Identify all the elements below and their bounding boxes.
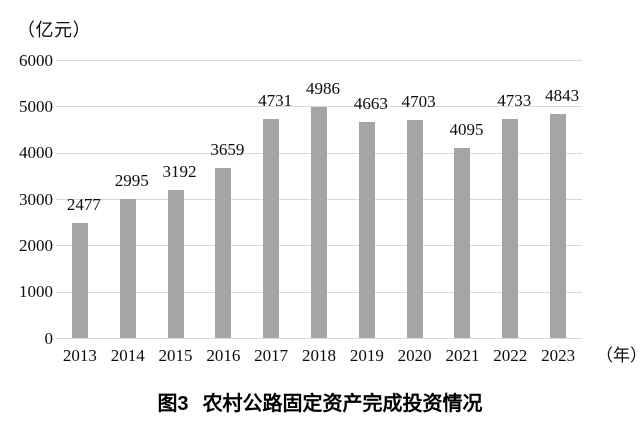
figure-caption: 图3 农村公路固定资产完成投资情况 (0, 387, 640, 416)
bar-value-label-2020: 4703 (401, 92, 436, 112)
bar-value-label-2023: 4843 (545, 85, 580, 105)
bar-2020 (406, 120, 423, 338)
x-tick-label-2018: 2018 (302, 346, 336, 365)
x-tick-label-2021: 2021 (445, 346, 480, 365)
bar-value-label-2018: 4986 (306, 78, 340, 98)
x-tick-label-2023: 2023 (541, 346, 576, 365)
gridline-0 (56, 338, 582, 339)
x-tick-label-2015: 2015 (158, 346, 193, 365)
gridline-6000 (56, 60, 582, 61)
x-tick-label-2013: 2013 (62, 346, 97, 365)
x-tick-label-2017: 2017 (254, 346, 289, 365)
bar-value-label-2021: 4095 (449, 120, 484, 140)
gridline-5000 (56, 106, 582, 108)
bar-value-label-2022: 4733 (497, 90, 532, 110)
y-tick-label-6000: 6000 (19, 50, 53, 70)
x-tick-label-2022: 2022 (493, 346, 528, 365)
bar-value-label-2015: 3192 (162, 162, 197, 182)
figure-title: 农村公路固定资产完成投资情况 (202, 393, 483, 415)
x-tick-label-2014: 2014 (110, 346, 145, 365)
bar-2022 (502, 118, 519, 338)
y-tick-label-5000: 5000 (19, 96, 53, 116)
y-tick-label-1000: 1000 (19, 282, 53, 302)
x-tick-label-2019: 2019 (349, 346, 384, 365)
bar-2019 (358, 121, 375, 338)
bar-2014 (119, 199, 136, 338)
bar-2023 (550, 113, 567, 338)
bar-2018 (311, 106, 327, 338)
bar-2021 (454, 148, 471, 338)
bar-2017 (263, 118, 280, 338)
x-tick-label-2020: 2020 (397, 346, 432, 365)
x-axis-unit-label: （年） (596, 346, 640, 365)
bar-value-label-2019: 4663 (353, 93, 388, 113)
bar-value-label-2016: 3659 (210, 140, 245, 160)
y-tick-label-2000: 2000 (19, 235, 53, 255)
bar-2016 (215, 168, 232, 338)
bar-value-label-2013: 2477 (66, 195, 101, 215)
y-tick-label-4000: 4000 (19, 143, 53, 163)
bar-value-label-2017: 4731 (258, 90, 293, 110)
bar-value-label-2014: 2995 (114, 171, 149, 191)
x-tick-label-2016: 2016 (206, 346, 241, 365)
y-tick-label-3000: 3000 (19, 189, 53, 209)
bar-2013 (71, 223, 88, 338)
bar-2015 (167, 190, 184, 338)
figure-number: 图3 (157, 393, 189, 415)
y-axis-unit-label: （亿元） (17, 20, 91, 40)
y-tick-label-0: 0 (44, 328, 54, 348)
